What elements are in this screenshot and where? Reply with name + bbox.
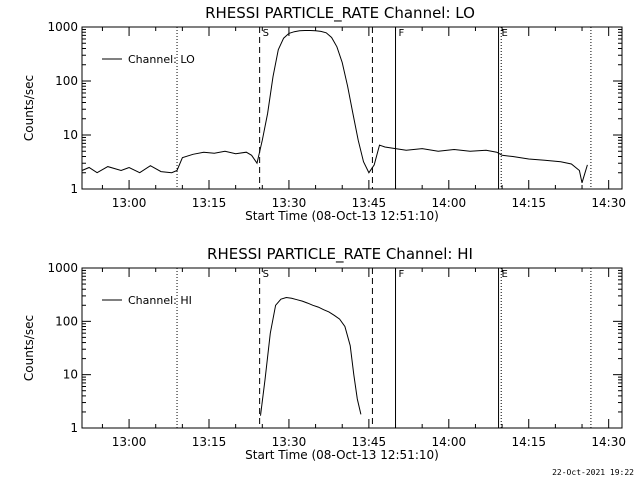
- x-tick-label: 13:15: [192, 196, 227, 210]
- event-marker-label: F: [399, 269, 405, 280]
- y-tick-label: 10: [63, 368, 78, 382]
- x-tick-label: 14:15: [511, 435, 546, 449]
- x-tick-label: 13:45: [352, 196, 387, 210]
- plot-frame: [81, 267, 623, 429]
- event-marker-label: S: [263, 269, 269, 280]
- event-marker-label: F: [399, 28, 405, 39]
- x-axis-label: Start Time (08-Oct-13 12:51:10): [245, 209, 439, 223]
- x-tick-label: 13:30: [272, 196, 307, 210]
- chart-panel-1: RHESSI PARTICLE_RATE Channel: LO 1 10 100 10…: [22, 4, 626, 223]
- series-line-1: [81, 30, 588, 183]
- x-tick-label: 14:30: [591, 196, 626, 210]
- y-tick-label: 10: [63, 128, 78, 142]
- x-tick-label: 14:15: [511, 196, 546, 210]
- x-tick-label: 13:00: [112, 196, 147, 210]
- x-tick-label: 13:00: [112, 435, 147, 449]
- chart-title: RHESSI PARTICLE_RATE Channel: LO: [205, 4, 475, 23]
- legend-label: Channel: LO: [128, 53, 195, 66]
- event-marker-label: E: [502, 269, 508, 280]
- x-tick-label: 13:45: [352, 435, 387, 449]
- event-marker-label: E: [502, 28, 508, 39]
- event-marker-label: S: [263, 28, 269, 39]
- x-tick-label: 14:30: [591, 435, 626, 449]
- x-tick-label: 13:15: [192, 435, 227, 449]
- y-axis-label: Counts/sec: [22, 75, 36, 141]
- legend-label: Channel: HI: [128, 294, 192, 307]
- y-tick-label: 100: [55, 314, 78, 328]
- x-tick-label: 14:00: [432, 435, 467, 449]
- x-tick-label: 13:30: [272, 435, 307, 449]
- plot-frame: [81, 26, 623, 190]
- chart-title: RHESSI PARTICLE_RATE Channel: HI: [207, 245, 473, 264]
- timestamp-label: 22-Oct-2021 19:22: [552, 468, 634, 477]
- chart-panel-2: RHESSI PARTICLE_RATE Channel: HI 1 10 100 10…: [22, 245, 626, 462]
- y-tick-label: 1000: [47, 261, 78, 275]
- y-tick-label: 1: [70, 421, 78, 435]
- x-tick-label: 14:00: [432, 196, 467, 210]
- x-axis-label: Start Time (08-Oct-13 12:51:10): [245, 448, 439, 462]
- y-tick-label: 100: [55, 74, 78, 88]
- y-tick-label: 1: [70, 182, 78, 196]
- y-axis-label: Counts/sec: [22, 315, 36, 381]
- y-tick-label: 1000: [47, 20, 78, 34]
- series-line-1: [260, 296, 362, 416]
